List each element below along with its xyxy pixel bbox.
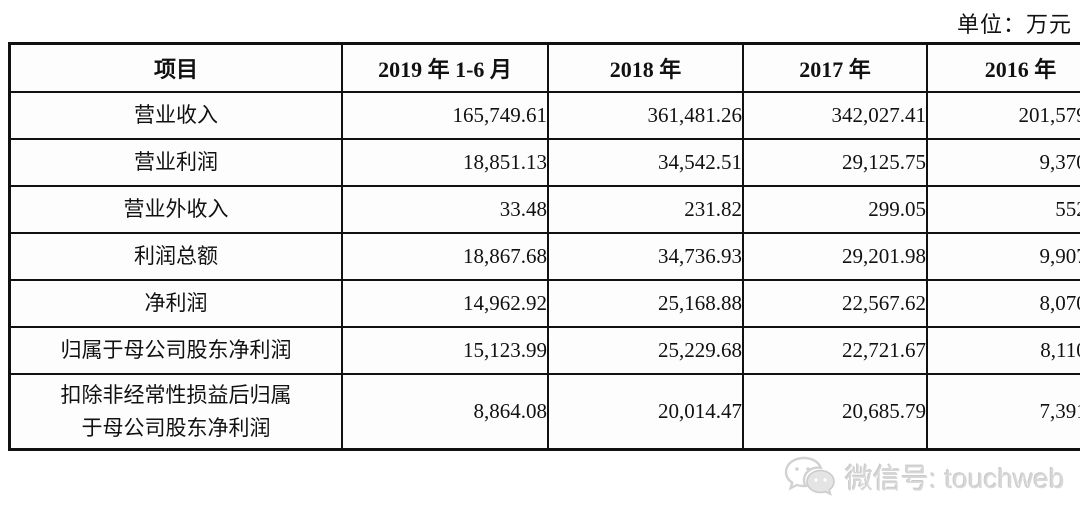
financial-table: 项目 2019 年 1-6 月 2018 年 2017 年 2016 年 营业收… bbox=[8, 42, 1080, 451]
value-cell: 20,685.79 bbox=[742, 373, 928, 451]
header-cell-2017: 2017 年 bbox=[742, 42, 928, 93]
row-label: 利润总额 bbox=[134, 244, 218, 269]
row-label: 扣除非经常性损益后归属于母公司股东净利润 bbox=[60, 382, 292, 440]
table-row: 净利润 14,962.92 25,168.88 22,567.62 8,070.… bbox=[8, 279, 1080, 328]
row-label: 营业利润 bbox=[134, 150, 218, 175]
row-label-cell: 归属于母公司股东净利润 bbox=[8, 326, 343, 375]
value-cell: 25,229.68 bbox=[547, 326, 744, 375]
value-cell: 361,481.26 bbox=[547, 91, 744, 140]
value-cell: 165,749.61 bbox=[341, 91, 549, 140]
value-cell: 29,125.75 bbox=[742, 138, 928, 187]
value-cell: 34,736.93 bbox=[547, 232, 744, 281]
value-cell: 201,579.80 bbox=[926, 91, 1080, 140]
header-row: 项目 2019 年 1-6 月 2018 年 2017 年 2016 年 bbox=[8, 42, 1080, 93]
value-cell: 22,721.67 bbox=[742, 326, 928, 375]
value-cell: 33.48 bbox=[341, 185, 549, 234]
row-label-cell: 扣除非经常性损益后归属于母公司股东净利润 bbox=[8, 373, 343, 451]
value-cell: 29,201.98 bbox=[742, 232, 928, 281]
watermark-text: 微信号: touchweb bbox=[845, 463, 1065, 494]
table-row: 营业利润 18,851.13 34,542.51 29,125.75 9,370… bbox=[8, 138, 1080, 187]
table-row: 营业收入 165,749.61 361,481.26 342,027.41 20… bbox=[8, 91, 1080, 140]
table-row: 利润总额 18,867.68 34,736.93 29,201.98 9,907… bbox=[8, 232, 1080, 281]
value-cell: 342,027.41 bbox=[742, 91, 928, 140]
value-cell: 8,070.50 bbox=[926, 279, 1080, 328]
header-cell-2016: 2016 年 bbox=[926, 42, 1080, 93]
value-cell: 34,542.51 bbox=[547, 138, 744, 187]
row-label: 净利润 bbox=[144, 291, 208, 316]
header-cell-2019h1: 2019 年 1-6 月 bbox=[341, 42, 549, 93]
value-cell: 18,867.68 bbox=[341, 232, 549, 281]
value-cell: 22,567.62 bbox=[742, 279, 928, 328]
value-cell: 8,864.08 bbox=[341, 373, 549, 451]
value-cell: 20,014.47 bbox=[547, 373, 744, 451]
unit-label: 单位：万元 bbox=[956, 12, 1072, 37]
value-cell: 14,962.92 bbox=[341, 279, 549, 328]
value-cell: 9,370.36 bbox=[926, 138, 1080, 187]
table-row: 扣除非经常性损益后归属于母公司股东净利润 8,864.08 20,014.47 … bbox=[8, 373, 1080, 451]
value-cell: 552.36 bbox=[926, 185, 1080, 234]
row-label-cell: 营业外收入 bbox=[8, 185, 343, 234]
row-label-cell: 利润总额 bbox=[8, 232, 343, 281]
value-cell: 231.82 bbox=[547, 185, 744, 234]
row-label: 营业收入 bbox=[134, 103, 218, 128]
value-cell: 299.05 bbox=[742, 185, 928, 234]
row-label: 归属于母公司股东净利润 bbox=[60, 338, 292, 363]
table-row: 营业外收入 33.48 231.82 299.05 552.36 bbox=[8, 185, 1080, 234]
watermark: 微信号: touchweb bbox=[784, 456, 1064, 498]
value-cell: 18,851.13 bbox=[341, 138, 549, 187]
header-cell-item: 项目 bbox=[8, 42, 343, 93]
wechat-icon bbox=[784, 456, 835, 496]
header-cell-2018: 2018 年 bbox=[547, 42, 744, 93]
row-label: 营业外收入 bbox=[123, 197, 229, 222]
row-label-cell: 营业收入 bbox=[8, 91, 343, 140]
value-cell: 9,907.41 bbox=[926, 232, 1080, 281]
value-cell: 7,391.70 bbox=[926, 373, 1080, 451]
row-label-cell: 营业利润 bbox=[8, 138, 343, 187]
row-label-cell: 净利润 bbox=[8, 279, 343, 328]
value-cell: 8,110.04 bbox=[926, 326, 1080, 375]
table-row: 归属于母公司股东净利润 15,123.99 25,229.68 22,721.6… bbox=[8, 326, 1080, 375]
value-cell: 15,123.99 bbox=[341, 326, 549, 375]
value-cell: 25,168.88 bbox=[547, 279, 744, 328]
